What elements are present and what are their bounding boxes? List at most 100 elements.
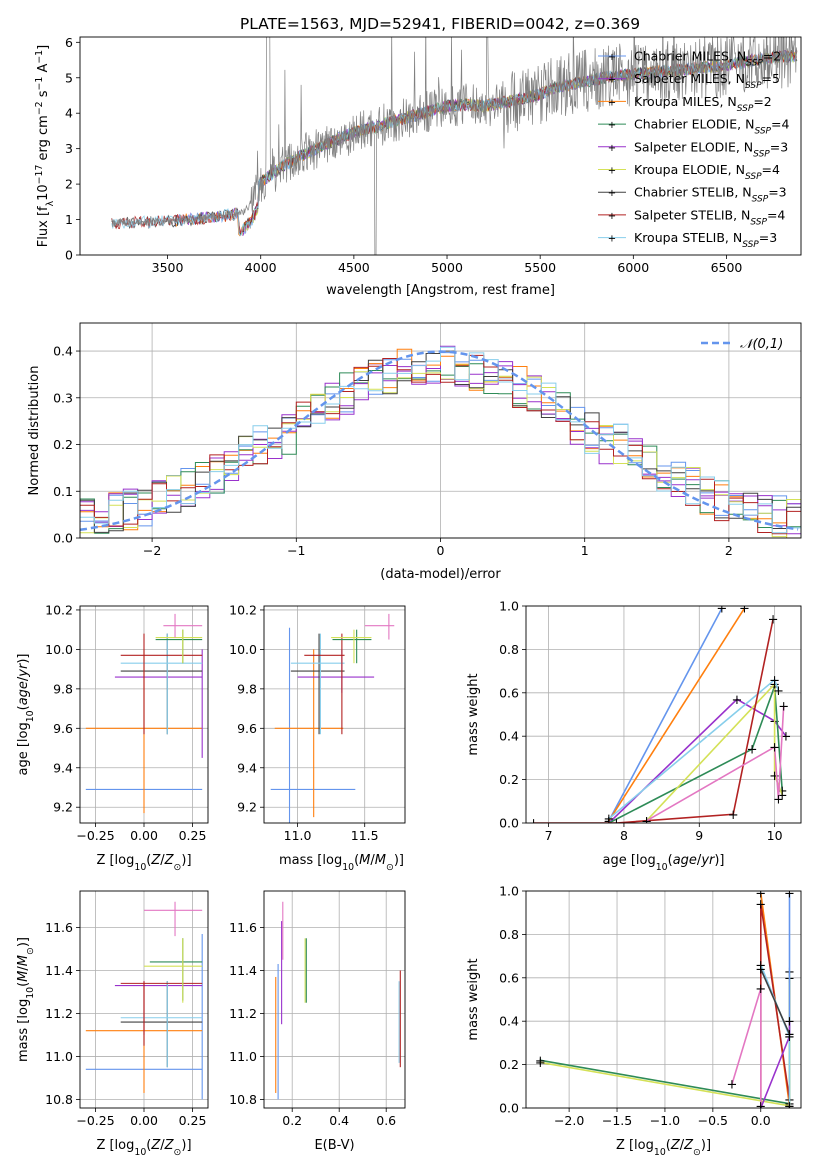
figure-title: PLATE=1563, MJD=52941, FIBERID=0042, z=0…	[240, 15, 640, 33]
axes-frame	[525, 890, 802, 1109]
y-tick-label: 10.8	[45, 1092, 73, 1107]
y-axis-label: mass [log10(M/M⊙)]	[16, 937, 36, 1062]
x-tick-label: 6500	[711, 260, 743, 275]
y-tick-label: 0.6	[499, 685, 519, 700]
y-tick-label: 0.3	[53, 390, 73, 405]
weight-point-salpeter_stelib: +	[611, 817, 622, 832]
plot-area-mass_vs_ebv	[275, 901, 401, 1100]
x-tick-label: 4000	[245, 260, 277, 275]
axes-mass_vs_Z: −0.25 0.00 0.25 10.8 11.0 11.2 11.4 11.6 Z [log1…	[16, 890, 209, 1158]
weight-line-pink	[731, 988, 762, 1106]
errorbar-kroupa_elodie	[331, 629, 372, 664]
legend-marker: +	[608, 188, 616, 199]
x-tick-label: 0	[437, 543, 445, 558]
legend-label: Kroupa MILES, NSSP=2	[634, 94, 772, 114]
histogram-kroupa_stelib	[80, 346, 801, 538]
weight-point-kroupa_stelib: +	[769, 673, 780, 688]
weight-point-pink: +	[755, 1099, 766, 1114]
weight-point-chabrier_stelib: +	[784, 1028, 795, 1043]
weight-point-chabrier_elodie: +	[535, 1054, 546, 1069]
weight-line-chabrier_miles	[608, 607, 723, 822]
axes-frame	[263, 605, 406, 824]
legend-label: Salpeter STELIB, NSSP=4	[634, 207, 785, 227]
weight-point-chabrier_elodie: +	[603, 817, 614, 832]
weight-line-chabrier_elodie	[608, 686, 783, 823]
x-tick-label: 8	[620, 828, 628, 843]
errorbar-pink	[364, 613, 395, 640]
legend-marker: +	[608, 52, 616, 63]
axes-mass_weight_vs_age: ++++++++++++++++++++ +++++++7 8 9 10 0.0 0.2 0.…	[466, 599, 802, 873]
legend-marker: +	[608, 143, 616, 154]
weight-point-salpeter_miles: +	[603, 817, 614, 832]
y-tick-label: 1.0	[499, 599, 519, 614]
legend-label: Chabrier STELIB, NSSP=3	[634, 185, 787, 205]
weight-line-pink	[646, 705, 785, 822]
plot-area-spectrum	[111, 37, 798, 255]
weight-point-kroupa_stelib: +	[603, 812, 614, 827]
y-tick-label: 11.0	[229, 1049, 257, 1064]
y-tick-label: 5	[65, 70, 73, 85]
legend-label: 𝒩(0,1)	[740, 337, 783, 352]
errorbar-chabrier_stelib	[290, 633, 345, 735]
y-tick-label: 11.6	[229, 920, 257, 935]
y-tick-label: 11.0	[45, 1049, 73, 1064]
weight-point-pink: +	[773, 793, 784, 808]
legend-label: Chabrier ELODIE, NSSP=4	[634, 117, 789, 137]
plot-area-mass_weight_vs_Z: +++++++++++++++++++++++++	[535, 887, 795, 1114]
x-tick-label: −1.5	[602, 1113, 632, 1128]
axes-frame	[79, 36, 802, 256]
axes-age_vs_mass: 11.0 11.5 9.2 9.4 9.6 9.8 10.0 10.2 mass [log10(…	[229, 602, 406, 873]
legend: + Chabrier MILES, NSSP=2 + Salpeter MILES, …	[598, 49, 789, 250]
y-tick-label: 1.0	[499, 884, 519, 899]
legend-marker: +	[608, 120, 616, 131]
y-tick-label: 0.4	[499, 1014, 519, 1029]
errorbar-salpeter_miles	[114, 981, 203, 1035]
weight-point-kroupa_stelib: +	[773, 684, 784, 699]
errorbar-salpeter_stelib	[120, 981, 203, 1046]
x-tick-label: 4500	[338, 260, 370, 275]
y-tick-label: 11.2	[45, 1006, 73, 1021]
weight-point-kroupa_elodie: +	[769, 769, 780, 784]
x-axis-label: (data-model)/error	[380, 567, 501, 582]
y-tick-label: 0.2	[499, 1057, 519, 1072]
y-tick-label: 11.4	[229, 963, 257, 978]
x-tick-label: −2.0	[554, 1113, 584, 1128]
x-axis-label: Z [log10(Z/Z⊙)]	[96, 1138, 191, 1158]
weight-point-kroupa_stelib: +	[784, 1099, 795, 1114]
weight-point-kroupa_stelib: +	[755, 958, 766, 973]
y-axis-label: mass weight	[466, 958, 481, 1040]
x-tick-label: −0.25	[76, 828, 114, 843]
y-axis-label: age [log10(age/yr)]	[16, 653, 36, 775]
plot-area-age_vs_Z	[85, 613, 203, 814]
y-tick-label: 10.2	[45, 602, 73, 617]
axes-frame	[79, 322, 802, 539]
x-tick-label: 9	[695, 828, 703, 843]
x-tick-label: 10	[767, 828, 783, 843]
x-tick-label: 3500	[152, 260, 184, 275]
errorbar-chabrier_miles	[270, 627, 356, 823]
errorbar-chabrier_elodie	[155, 629, 203, 664]
weight-point-kroupa_miles: +	[755, 887, 766, 902]
axes-frame	[525, 605, 802, 824]
legend-label: Salpeter MILES, NSSP=5	[634, 71, 780, 91]
weight-line-kroupa_elodie	[645, 682, 783, 822]
y-tick-label: 10.0	[229, 642, 257, 657]
x-axis-label: Z [log10(Z/Z⊙)]	[96, 853, 191, 873]
weight-point-salpeter_stelib: +	[728, 808, 739, 823]
y-tick-label: 10.0	[45, 642, 73, 657]
x-tick-label: −0.25	[76, 1113, 114, 1128]
y-tick-label: 1	[65, 212, 73, 227]
y-tick-label: 4	[65, 106, 73, 121]
x-tick-label: 0.00	[130, 828, 158, 843]
plot-area-age_vs_mass	[270, 613, 395, 823]
weight-line-chabrier_stelib	[760, 968, 791, 1035]
y-tick-label: 6	[65, 35, 73, 50]
x-tick-label: 0.4	[329, 1113, 349, 1128]
x-tick-label: 5500	[524, 260, 556, 275]
axes-spectrum: 3500 4000 4500 5000 5500 6000 6500 0 1 2 3 4 5 6 wavel…	[34, 35, 802, 298]
y-tick-label: 0.8	[499, 927, 519, 942]
y-axis-label: mass weight	[466, 673, 481, 755]
y-tick-label: 9.4	[237, 760, 257, 775]
weight-point-salpeter_stelib: +	[755, 898, 766, 913]
y-tick-label: 10.8	[229, 1092, 257, 1107]
